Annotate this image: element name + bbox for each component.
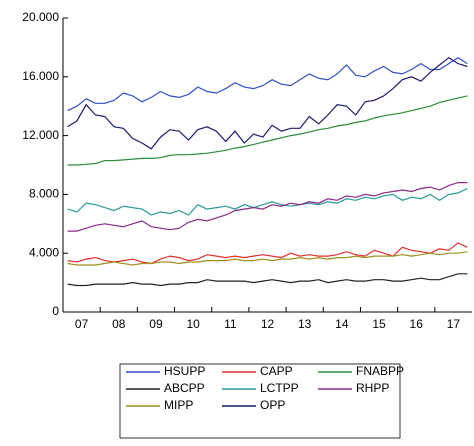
y-tick-label: 4.000 <box>29 245 59 259</box>
legend-label: LCTPP <box>260 381 299 395</box>
legend-label: FNABPP <box>356 364 404 378</box>
legend-label: MIPP <box>164 398 193 412</box>
series-line <box>67 95 468 166</box>
legend-label: CAPP <box>260 364 293 378</box>
x-tick-label: 14 <box>335 317 349 331</box>
x-tick-label: 13 <box>298 317 312 331</box>
legend-label: OPP <box>260 398 285 412</box>
legend-label: RHPP <box>356 381 389 395</box>
y-tick-label: 20.000 <box>22 10 59 24</box>
series-line <box>67 242 468 265</box>
series-line <box>67 56 468 112</box>
series-line <box>67 56 468 150</box>
legend-label: ABCPP <box>164 381 205 395</box>
legend-label: HSUPP <box>164 364 205 378</box>
x-tick-label: 11 <box>224 317 237 331</box>
x-tick-label: 07 <box>75 317 89 331</box>
x-tick-label: 08 <box>112 317 126 331</box>
y-tick-label: 16.000 <box>22 69 59 83</box>
x-tick-label: 17 <box>447 317 461 331</box>
y-tick-label: 8.000 <box>29 187 59 201</box>
y-tick-label: 12.000 <box>22 128 59 142</box>
x-tick-label: 12 <box>261 317 275 331</box>
series-line <box>67 273 468 287</box>
y-tick-label: 0 <box>52 304 59 318</box>
x-tick-label: 09 <box>149 317 163 331</box>
x-tick-label: 15 <box>372 317 386 331</box>
series-line <box>67 187 468 216</box>
x-tick-label: 10 <box>186 317 200 331</box>
legend-box <box>119 363 401 439</box>
series-line <box>67 182 468 232</box>
series-line <box>67 251 468 266</box>
x-tick-label: 16 <box>410 317 424 331</box>
